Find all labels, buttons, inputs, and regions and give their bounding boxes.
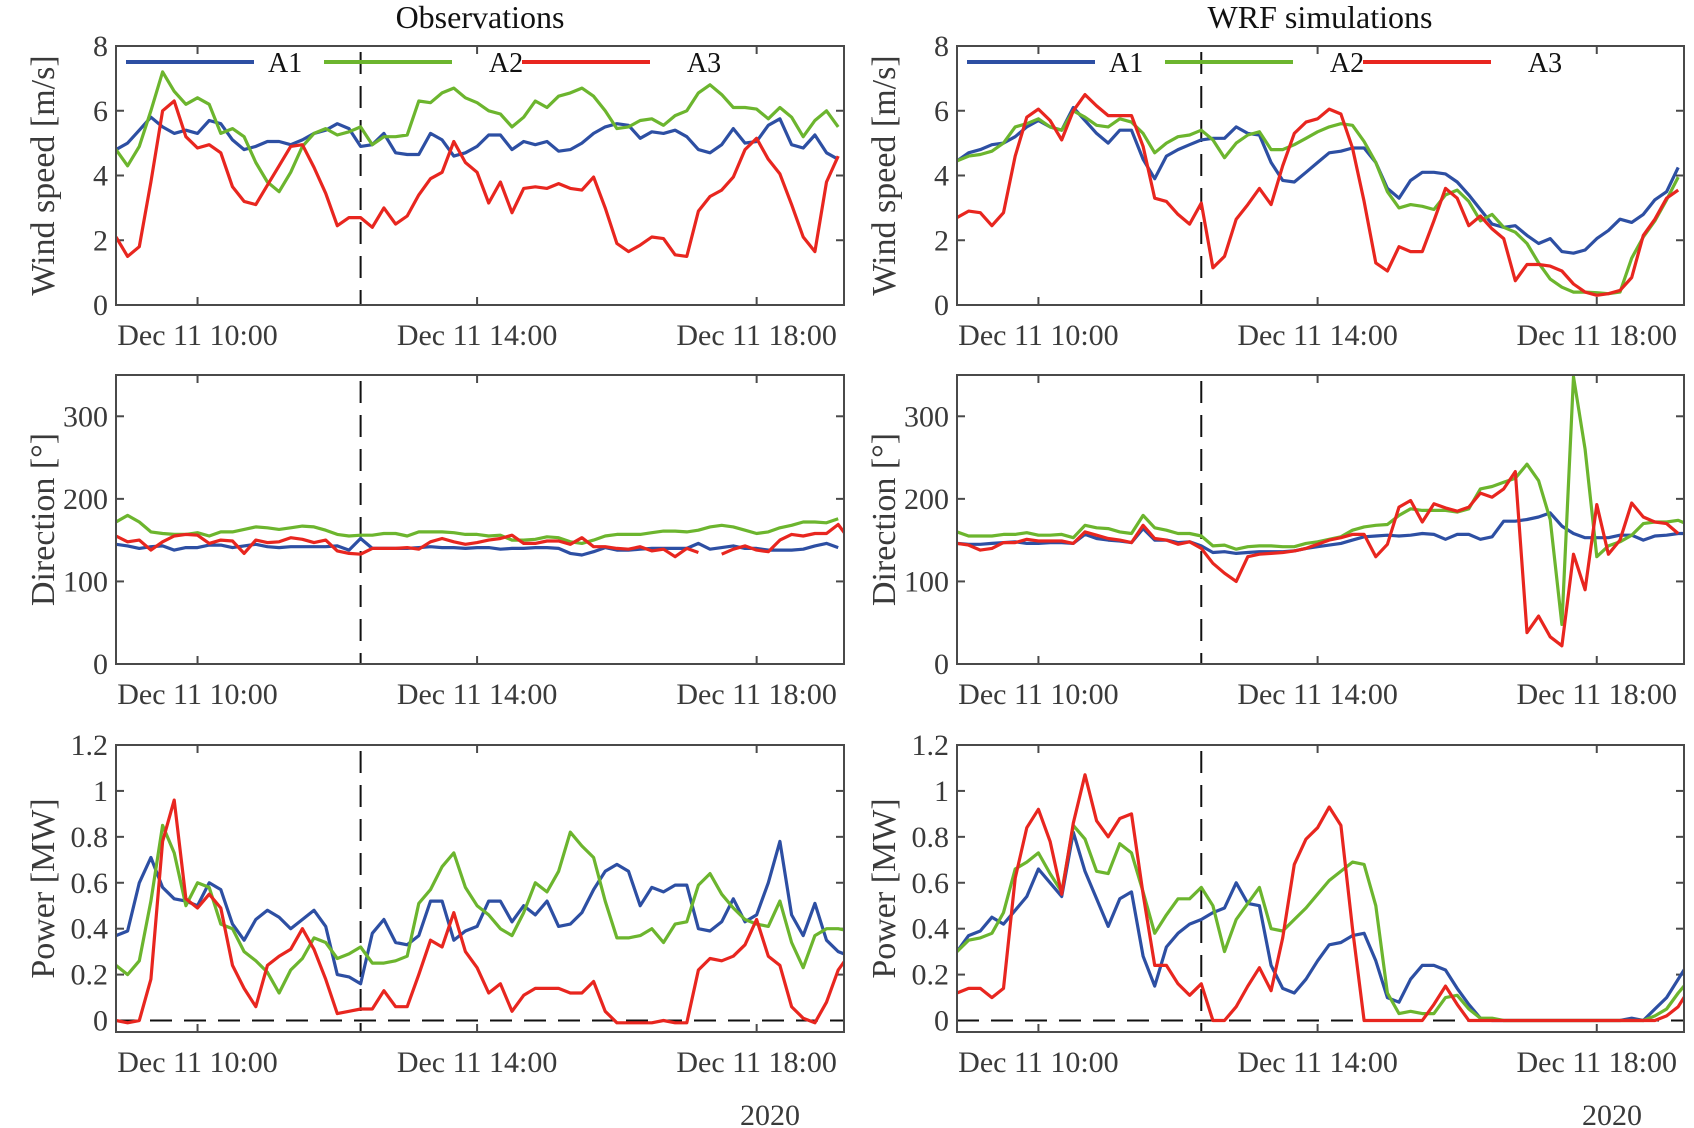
x-tick-label: Dec 11 14:00	[1237, 319, 1398, 352]
series-line-a2	[116, 823, 844, 995]
x-tick-label: Dec 11 18:00	[1516, 319, 1677, 352]
x-tick-label: Dec 11 18:00	[676, 678, 837, 711]
x-tick-label: Dec 11 18:00	[1516, 1046, 1677, 1079]
y-tick-label: 0.6	[71, 867, 109, 900]
x-tick-label: Dec 11 10:00	[117, 1046, 278, 1079]
y-axis-label: Wind speed [m/s]	[866, 55, 903, 295]
year-label-observations: 2020	[740, 1099, 800, 1128]
y-tick-label: 200	[904, 483, 949, 516]
y-tick-label: 200	[63, 483, 108, 516]
y-tick-label: 1.2	[71, 729, 109, 762]
legend-label-a2: A2	[1330, 48, 1364, 79]
y-tick-label: 0.6	[912, 867, 950, 900]
y-tick-label: 0	[93, 289, 108, 322]
x-tick-label: Dec 11 14:00	[1237, 1046, 1398, 1079]
series-line-a2	[116, 70, 840, 194]
y-tick-label: 8	[934, 30, 949, 63]
y-axis-label: Direction [°]	[25, 433, 62, 606]
y-axis-label: Power [MW]	[25, 798, 62, 978]
y-tick-label: 6	[93, 95, 108, 128]
x-tick-label: Dec 11 10:00	[117, 678, 278, 711]
y-tick-label: 0	[934, 289, 949, 322]
y-tick-label: 300	[904, 400, 949, 433]
panel-obs-direction: 0 100 200 300 Dec 11 10:00 Dec 11 14:00 Dec 11…	[25, 374, 845, 711]
y-tick-label: 1	[934, 775, 949, 808]
x-tick-label: Dec 11 18:00	[1516, 678, 1677, 711]
y-tick-label: 100	[904, 565, 949, 598]
series-line-a2	[116, 513, 839, 545]
panel-obs-power: 0 0.2 0.4 0.6 0.8 1 1.2 Dec 11 10:00 Dec 11 14:0…	[25, 729, 845, 1079]
x-tick-label: Dec 11 14:00	[397, 678, 558, 711]
legend-label-a1: A1	[268, 48, 302, 79]
series-line-a1	[957, 511, 1684, 555]
series-line-a1	[116, 839, 844, 986]
series-line-a3	[957, 773, 1684, 1023]
y-tick-label: 100	[63, 565, 108, 598]
x-tick-label: Dec 11 18:00	[676, 1046, 837, 1079]
y-tick-label: 8	[93, 30, 108, 63]
axes-frame	[956, 374, 1685, 665]
panel-wrf-wind: 0 2 4 6 8 Dec 11 10:00 Dec 11 14:00 Dec 11 18:0…	[866, 30, 1685, 352]
series-line-a3	[116, 99, 840, 258]
series-line-a3	[957, 93, 1680, 297]
y-tick-label: 0	[93, 1005, 108, 1038]
x-tick-label: Dec 11 10:00	[958, 678, 1119, 711]
y-tick-label: 0.8	[71, 821, 109, 854]
y-tick-label: 6	[934, 95, 949, 128]
axes-frame	[115, 45, 845, 306]
axes-frame	[956, 45, 1685, 306]
y-tick-label: 0.2	[71, 959, 109, 992]
y-axis-label: Direction [°]	[866, 433, 903, 606]
series-line-a3	[116, 798, 844, 1025]
legend-label-a3: A3	[687, 48, 721, 79]
y-tick-label: 300	[63, 400, 108, 433]
legend-label-a3: A3	[1528, 48, 1562, 79]
x-tick-label: Dec 11 18:00	[676, 319, 837, 352]
axes-frame	[956, 744, 1685, 1033]
legend: A1 A2 A3	[126, 48, 721, 79]
panel-obs-wind: 0 2 4 6 8 Dec 11 10:00 Dec 11 14:00 Dec 11 18:0…	[25, 30, 845, 352]
axes-frame	[115, 374, 845, 665]
x-tick-label: Dec 11 10:00	[117, 319, 278, 352]
y-tick-label: 0	[934, 1005, 949, 1038]
series-line-a2	[957, 375, 1684, 626]
y-tick-label: 4	[93, 160, 108, 193]
y-tick-label: 0	[934, 648, 949, 681]
series-line-a3	[116, 522, 844, 559]
y-tick-label: 2	[934, 224, 949, 257]
column-title-observations: Observations	[396, 0, 565, 35]
x-tick-label: Dec 11 10:00	[958, 1046, 1119, 1079]
y-tick-label: 0.4	[912, 913, 950, 946]
series-line-a2	[957, 109, 1680, 296]
y-tick-label: 1	[93, 775, 108, 808]
x-tick-label: Dec 11 14:00	[397, 319, 558, 352]
year-label-wrf: 2020	[1582, 1099, 1642, 1128]
y-tick-label: 0	[93, 648, 108, 681]
y-tick-label: 1.2	[912, 729, 950, 762]
y-tick-label: 0.2	[912, 959, 950, 992]
y-axis-label: Wind speed [m/s]	[25, 55, 62, 295]
y-tick-label: 2	[93, 224, 108, 257]
series-line-a3	[957, 470, 1680, 648]
x-tick-label: Dec 11 14:00	[397, 1046, 558, 1079]
axes-frame	[115, 744, 845, 1033]
panel-wrf-power: 0 0.2 0.4 0.6 0.8 1 1.2 Dec 11 10:00 Dec 11 14:0…	[866, 729, 1685, 1079]
legend-label-a1: A1	[1109, 48, 1143, 79]
y-tick-label: 0.4	[71, 913, 109, 946]
legend-label-a2: A2	[489, 48, 523, 79]
y-axis-label: Power [MW]	[866, 798, 903, 978]
panel-wrf-direction: 0 100 200 300 Dec 11 10:00 Dec 11 14:00 Dec 11…	[866, 374, 1685, 711]
series-line-a1	[116, 115, 839, 161]
x-tick-label: Dec 11 14:00	[1237, 678, 1398, 711]
column-title-wrf: WRF simulations	[1208, 0, 1433, 35]
y-tick-label: 0.8	[912, 821, 950, 854]
x-tick-label: Dec 11 10:00	[958, 319, 1119, 352]
y-tick-label: 4	[934, 160, 949, 193]
legend: A1 A2 A3	[967, 48, 1562, 79]
